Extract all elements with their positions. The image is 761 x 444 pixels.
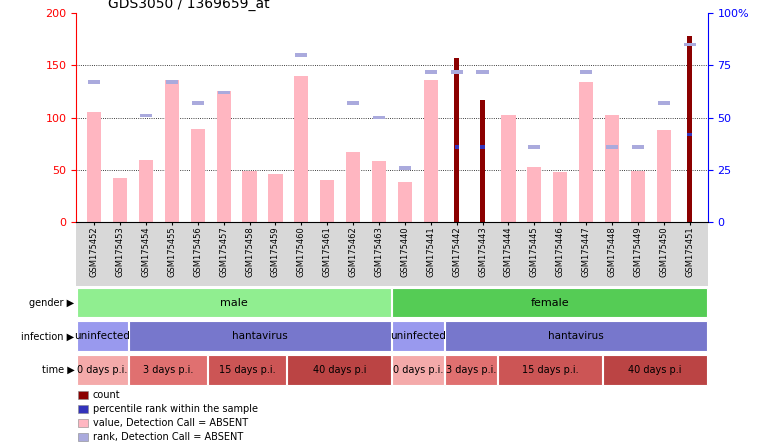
Bar (191, 129, 205, 222)
Text: uninfected: uninfected (75, 331, 130, 341)
Bar (393, 288, 707, 317)
Bar (687, 132, 692, 136)
Text: gender ▶: gender ▶ (30, 297, 75, 308)
Bar (372, 162, 386, 222)
Text: 3 days p.i.: 3 days p.i. (446, 365, 496, 375)
Text: value, Detection Call = ABSENT: value, Detection Call = ABSENT (93, 418, 248, 428)
Text: female: female (530, 297, 569, 308)
Bar (687, 36, 692, 222)
Text: count: count (93, 390, 120, 400)
Bar (129, 321, 391, 351)
Text: 40 days p.i: 40 days p.i (313, 365, 366, 375)
Bar (606, 145, 618, 149)
Bar (347, 101, 359, 105)
Bar (373, 116, 385, 119)
Bar (287, 355, 391, 385)
Bar (77, 288, 391, 317)
Bar (603, 355, 707, 385)
Bar (77, 321, 128, 351)
Bar (399, 166, 411, 170)
Text: percentile rank within the sample: percentile rank within the sample (93, 404, 258, 414)
Bar (658, 101, 670, 105)
Bar (113, 178, 127, 222)
Bar (424, 80, 438, 222)
Bar (243, 171, 256, 222)
Text: infection ▶: infection ▶ (21, 331, 75, 341)
Bar (480, 145, 485, 149)
Bar (445, 321, 707, 351)
Bar (346, 152, 360, 222)
Bar (580, 70, 592, 74)
Bar (579, 82, 593, 222)
Bar (553, 172, 567, 222)
Bar (87, 112, 101, 222)
Bar (393, 321, 444, 351)
Bar (269, 174, 282, 222)
Bar (425, 70, 437, 74)
Bar (498, 355, 602, 385)
Bar (295, 53, 307, 57)
Bar (501, 115, 515, 222)
Bar (139, 160, 153, 222)
Text: hantavirus: hantavirus (232, 331, 288, 341)
Bar (528, 145, 540, 149)
Text: GDS3050 / 1369659_at: GDS3050 / 1369659_at (108, 0, 269, 11)
Bar (605, 115, 619, 222)
Text: uninfected: uninfected (390, 331, 446, 341)
Text: hantavirus: hantavirus (548, 331, 604, 341)
Bar (454, 145, 459, 149)
Bar (217, 91, 231, 222)
Text: male: male (220, 297, 248, 308)
Text: rank, Detection Call = ABSENT: rank, Detection Call = ABSENT (93, 432, 243, 442)
Text: time ▶: time ▶ (42, 365, 75, 375)
Bar (129, 355, 207, 385)
Bar (657, 130, 671, 222)
Bar (445, 355, 497, 385)
Bar (454, 58, 459, 222)
Bar (320, 180, 334, 222)
Bar (451, 70, 463, 74)
Bar (166, 80, 178, 84)
Text: 15 days p.i.: 15 days p.i. (219, 365, 275, 375)
Text: 15 days p.i.: 15 days p.i. (521, 365, 578, 375)
Bar (631, 171, 645, 222)
Bar (218, 91, 230, 95)
Bar (480, 100, 485, 222)
Bar (140, 114, 152, 117)
Bar (527, 166, 541, 222)
Text: 3 days p.i.: 3 days p.i. (143, 365, 193, 375)
Bar (295, 76, 308, 222)
Bar (209, 355, 286, 385)
Bar (683, 43, 696, 47)
Text: 0 days p.i.: 0 days p.i. (393, 365, 444, 375)
Text: 40 days p.i: 40 days p.i (629, 365, 682, 375)
Bar (77, 355, 128, 385)
Bar (165, 80, 179, 222)
Bar (393, 355, 444, 385)
Bar (398, 182, 412, 222)
Bar (88, 80, 100, 84)
Bar (632, 145, 644, 149)
Bar (192, 101, 204, 105)
Text: 0 days p.i.: 0 days p.i. (77, 365, 128, 375)
Bar (476, 70, 489, 74)
